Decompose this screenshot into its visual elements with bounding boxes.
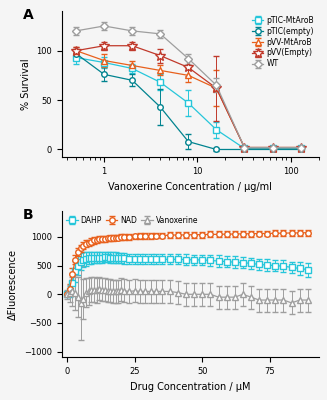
Text: A: A — [23, 8, 34, 22]
X-axis label: Drug Concentration / µM: Drug Concentration / µM — [130, 382, 250, 392]
X-axis label: Vanoxerine Concentration / µg/ml: Vanoxerine Concentration / µg/ml — [108, 182, 272, 192]
Legend: DAHP, NAD, Vanoxerine: DAHP, NAD, Vanoxerine — [63, 213, 201, 228]
Legend: pTIC-MtAroB, pTIC(empty), pVV-MtAroB, pVV(Empty), WT: pTIC-MtAroB, pTIC(empty), pVV-MtAroB, pV… — [249, 13, 317, 72]
Y-axis label: % Survival: % Survival — [21, 58, 31, 110]
Y-axis label: ΔFluorescence: ΔFluorescence — [8, 249, 18, 320]
Text: B: B — [23, 208, 34, 222]
